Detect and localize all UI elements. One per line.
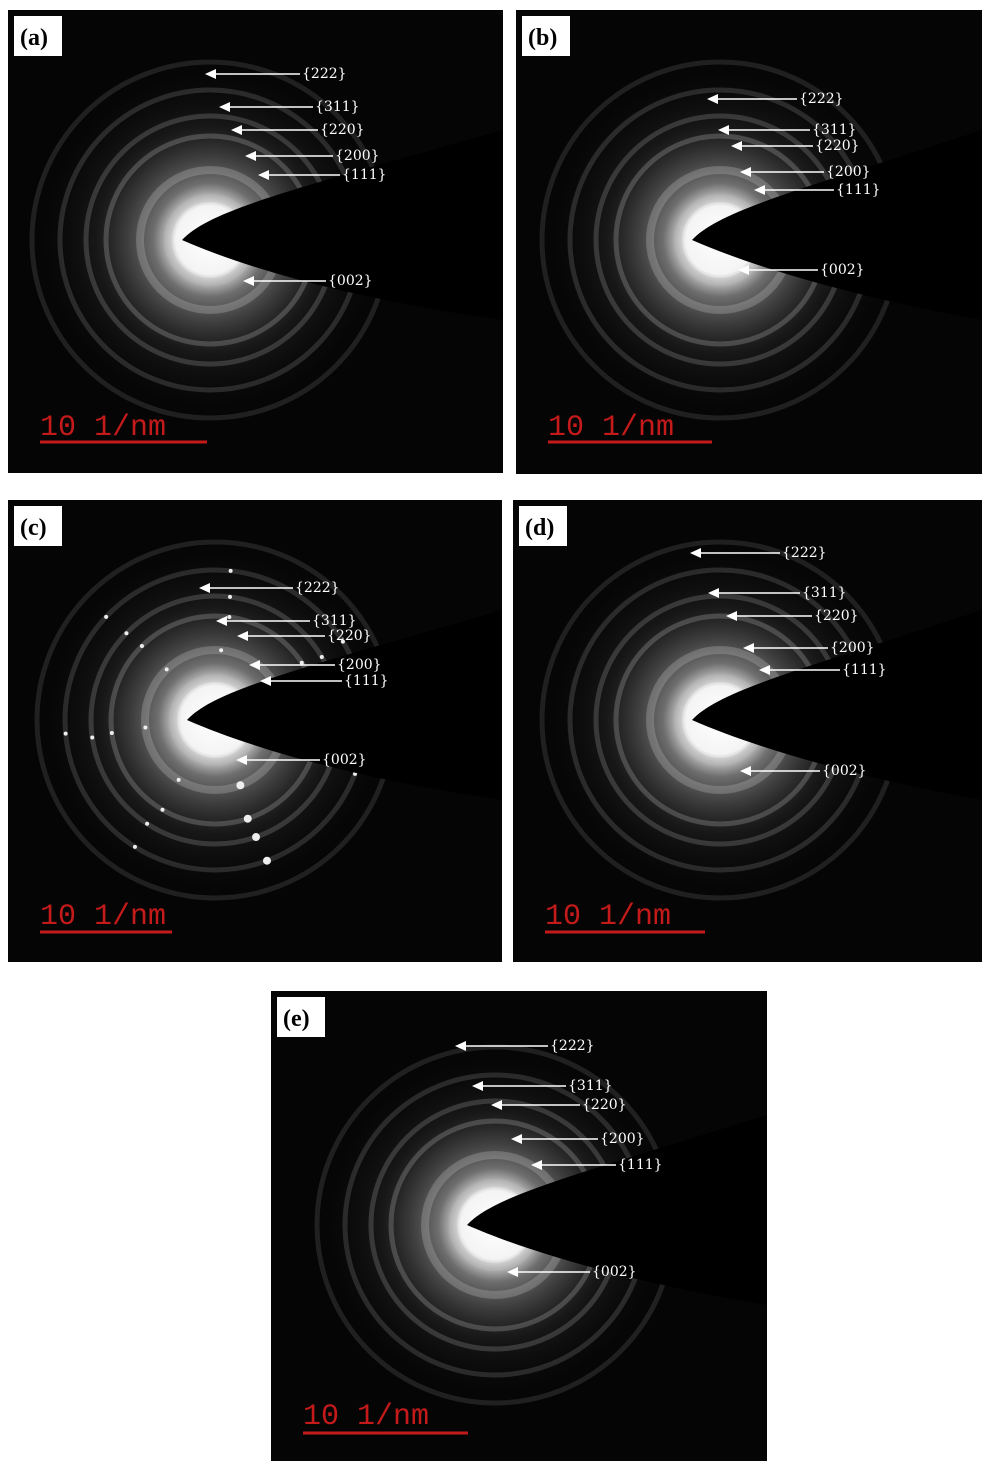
scale-bar-label: 10 1/nm	[40, 900, 166, 934]
figure: (a){222}{311}{220}{200}{111}{002}10 1/nm…	[0, 0, 982, 1461]
diffraction-spot	[90, 735, 94, 739]
diffraction-spot	[143, 726, 147, 730]
ring-label: {200}	[335, 148, 380, 164]
panel-label: (b)	[528, 25, 557, 51]
diffraction-spot	[227, 615, 231, 619]
ring-label: {311}	[312, 613, 357, 629]
page: (a){222}{311}{220}{200}{111}{002}10 1/nm…	[0, 0, 982, 1461]
ring-label: {200}	[826, 164, 871, 180]
ring-label: {220}	[582, 1097, 627, 1113]
ring-label: {111}	[842, 662, 887, 678]
ring-label: {311}	[568, 1078, 613, 1094]
ring-label: {002}	[822, 763, 867, 779]
scale-bar-label: 10 1/nm	[303, 1400, 429, 1434]
panel-label: (a)	[20, 25, 48, 51]
diffraction-spot	[64, 732, 68, 736]
ring-label: {111}	[836, 182, 881, 198]
diffraction-spot	[124, 631, 128, 635]
ring-label: {002}	[820, 262, 865, 278]
diffraction-spot	[177, 778, 181, 782]
panel-label: (d)	[525, 515, 554, 541]
ring-label: {220}	[320, 122, 365, 138]
panel: (e) {222} {311} {220} {200} {111} {002} 10 1/nm	[271, 991, 767, 1461]
ring-label: {220}	[815, 138, 860, 154]
scale-bar-label: 10 1/nm	[545, 900, 671, 934]
diffraction-spot	[219, 648, 223, 652]
ring-label: {222}	[550, 1038, 595, 1054]
ring-label: {311}	[812, 122, 857, 138]
diffraction-spot	[320, 655, 324, 659]
scale-bar-label: 10 1/nm	[548, 411, 674, 445]
diffraction-spot	[140, 644, 144, 648]
ring-label: {311}	[802, 585, 847, 601]
ring-label: {222}	[782, 545, 827, 561]
diffraction-spot	[300, 661, 304, 665]
ring-label: {200}	[600, 1131, 645, 1147]
ring-label: {311}	[315, 99, 360, 115]
panel: (a) {222} {311} {220} {200} {111} {002} 10 1/nm	[8, 10, 503, 473]
scale-bar-label: 10 1/nm	[40, 411, 166, 445]
ring-label: {222}	[302, 66, 347, 82]
panel-label: (c)	[20, 515, 47, 541]
ring-label: {111}	[618, 1157, 663, 1173]
ring-label: {111}	[342, 167, 387, 183]
ring-label: {220}	[814, 608, 859, 624]
ring-label: {220}	[327, 628, 372, 644]
diffraction-spot	[228, 595, 232, 599]
panel: (d) {222} {311} {220} {200} {111} {002} 10 1/nm	[513, 500, 982, 962]
ring-label: {200}	[337, 657, 382, 673]
diffraction-spot	[145, 822, 149, 826]
panel: (b) {222} {311}{220} {200} {111} {002} 10 1/nm	[516, 10, 982, 474]
diffraction-spot	[244, 815, 252, 823]
diffraction-spot	[110, 731, 114, 735]
panel: (c) {222} {311}{220} {200}{111} {002} 10 1/nm	[8, 500, 502, 962]
diffraction-spot	[263, 857, 271, 865]
panel-label: (e)	[283, 1006, 310, 1032]
diffraction-spot	[165, 667, 169, 671]
ring-label: {002}	[322, 752, 367, 768]
diffraction-spot	[104, 615, 108, 619]
ring-label: {111}	[344, 673, 389, 689]
ring-label: {200}	[830, 640, 875, 656]
diffraction-spot	[252, 833, 260, 841]
ring-label: {002}	[328, 273, 373, 289]
diffraction-spot	[133, 845, 137, 849]
diffraction-spot	[236, 781, 244, 789]
ring-label: {222}	[295, 580, 340, 596]
diffraction-spot	[160, 808, 164, 812]
ring-label: {222}	[799, 91, 844, 107]
diffraction-spot	[229, 569, 233, 573]
ring-label: {002}	[592, 1264, 637, 1280]
